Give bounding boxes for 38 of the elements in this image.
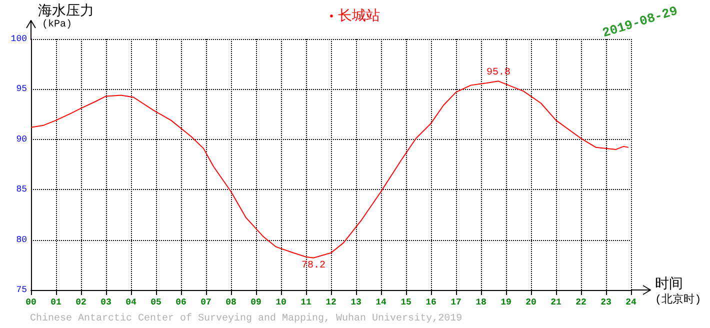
y-tick-label: 100 xyxy=(10,34,27,44)
x-tick-label: 16 xyxy=(426,298,436,308)
x-tick-label: 11 xyxy=(300,298,312,308)
x-tick-label: 21 xyxy=(550,298,562,308)
x-tick-label: 15 xyxy=(400,298,412,308)
x-tick-label: 23 xyxy=(600,298,612,308)
y-axis-title: 海水压力 (kPa) xyxy=(38,3,94,30)
annotation: 95.8 xyxy=(486,68,511,79)
x-tick-label: 04 xyxy=(126,298,137,308)
x-tick-label: 07 xyxy=(200,298,212,308)
x-tick-label: 20 xyxy=(526,298,536,308)
y-tick-label: 90 xyxy=(16,134,27,144)
y-tick-label: 80 xyxy=(16,234,27,245)
x-tick-label: 05 xyxy=(150,298,162,308)
x-tick-label: 01 xyxy=(50,298,62,308)
line-series xyxy=(30,80,629,258)
x-tick-label: 09 xyxy=(250,298,262,308)
x-tick-label: 22 xyxy=(576,298,586,308)
legend-label: 长城站 xyxy=(338,8,380,24)
x-tick-label: 02 xyxy=(76,298,86,308)
text: Chinese Antarctic Center of Surveying and Mapping, Wuhan University,2019 xyxy=(30,312,462,324)
x-tick-label: 03 xyxy=(100,298,112,308)
x-tick-label: 24 xyxy=(626,298,637,308)
x-tick-label: 19 xyxy=(500,298,512,308)
x-tick-label: 13 xyxy=(350,298,362,308)
x-tick-label: 12 xyxy=(326,298,336,308)
x-tick-label: 00 xyxy=(26,298,36,308)
y-tick-label: 75 xyxy=(16,285,27,295)
x-tick-label: 14 xyxy=(376,298,387,308)
x-axis-title: 时间 (北京时) xyxy=(655,276,702,306)
x-tick-label: 18 xyxy=(476,298,486,308)
x-tick-label: 06 xyxy=(176,298,186,308)
x-tick-label: 08 xyxy=(226,298,236,308)
x-tick-label: 17 xyxy=(450,298,462,308)
y-tick-label: 85 xyxy=(16,184,27,195)
annotation: 78.2 xyxy=(301,260,326,272)
x-tick-label: 10 xyxy=(276,298,286,308)
y-tick-label: 95 xyxy=(16,84,27,94)
